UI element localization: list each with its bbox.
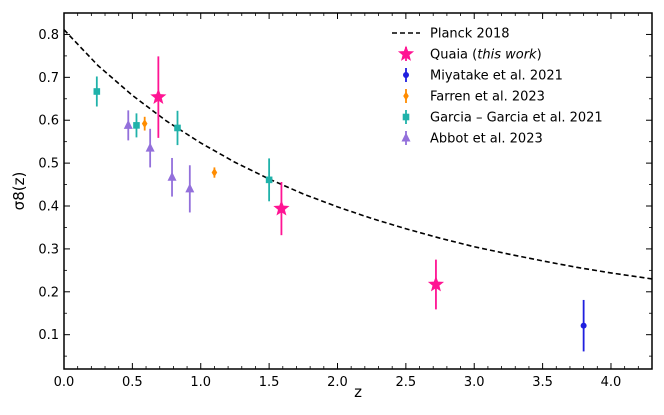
y-axis-label: σ8(z) [10,172,28,211]
data-point [133,122,140,129]
plot-frame [63,12,653,370]
data-point [580,322,587,329]
x-tick-label: 0.0 [54,375,75,390]
axis-tick-labels: 0.0 0.5 1.0 1.5 2.0 2.5 3.0 3.5 4.0 0.1 0.2 0.3 0.4 0… [38,28,621,390]
legend-swatch [401,132,411,142]
y-axis-label-text: σ8(z) [10,172,28,211]
legend-entry: Abbot et al. 2023 [401,131,543,147]
data-point [185,183,195,193]
x-axis-label: z [354,383,362,401]
planck-curve-layer [63,29,653,280]
y-tick-label: 0.7 [38,71,59,86]
legend-label-text: Garcia – Garcia et al. 2021 [430,111,603,126]
legend-label: Garcia – Garcia et al. 2021 [430,111,603,126]
legend-entry: Garcia – Garcia et al. 2021 [402,110,603,126]
data-point [123,119,133,129]
y-tick-label: 0.5 [38,157,59,172]
y-tick-label: 0.4 [38,200,59,215]
data-point [141,119,148,129]
legend-entry: Farren et al. 2023 [403,89,545,105]
y-tick-label: 0.3 [38,242,59,257]
data-point [427,276,445,292]
y-tick-label: 0.8 [38,28,59,43]
x-tick-label: 1.0 [190,375,211,390]
legend-entry: Planck 2018 [392,27,510,42]
legend-entry: Quaia (this work) [397,45,542,63]
axis-ticks [63,13,653,369]
legend-swatch [403,72,409,78]
legend-label: Planck 2018 [430,27,510,42]
y-tick-label: 0.6 [38,114,59,129]
x-tick-label: 4.0 [601,375,622,390]
x-tick-label: 2.5 [396,375,417,390]
data-point [211,168,218,178]
legend: Planck 2018 Quaia (this work) Miyatake et … [392,27,603,147]
x-tick-label: 2.0 [327,375,348,390]
legend-label-text: Quaia [430,48,468,63]
data-point [150,88,167,104]
data-point [167,171,177,181]
legend-label-text: Planck 2018 [430,27,510,42]
legend-label: Quaia (this work) [430,48,542,63]
legend-entry: Miyatake et al. 2021 [403,68,563,84]
legend-label: Abbot et al. 2023 [430,132,543,147]
legend-label-text: Miyatake et al. 2021 [430,69,563,84]
y-tick-label: 0.2 [38,285,59,300]
planck-2018-curve [63,29,653,280]
legend-swatch [397,45,415,61]
legend-label-text: Farren et al. 2023 [430,90,545,105]
data-point [273,200,290,216]
legend-swatch [403,91,409,101]
data-point [174,124,181,132]
legend-swatch [402,113,410,121]
legend-label-text: Abbot et al. 2023 [430,132,543,147]
data-point [145,142,155,152]
legend-label: Miyatake et al. 2021 [430,69,563,84]
data-points-layer [93,56,587,352]
data-point [265,176,273,184]
x-tick-label: 3.5 [532,375,553,390]
legend-label: Farren et al. 2023 [430,90,545,105]
y-tick-label: 0.1 [38,328,59,343]
legend-label-paren-open: ( [468,48,477,63]
legend-label-paren-close: ) [537,48,542,63]
x-tick-label: 1.5 [259,375,280,390]
data-point [93,88,101,95]
legend-label-suffix: this work [477,48,537,63]
x-tick-label: 0.5 [122,375,143,390]
x-tick-label: 3.0 [464,375,485,390]
